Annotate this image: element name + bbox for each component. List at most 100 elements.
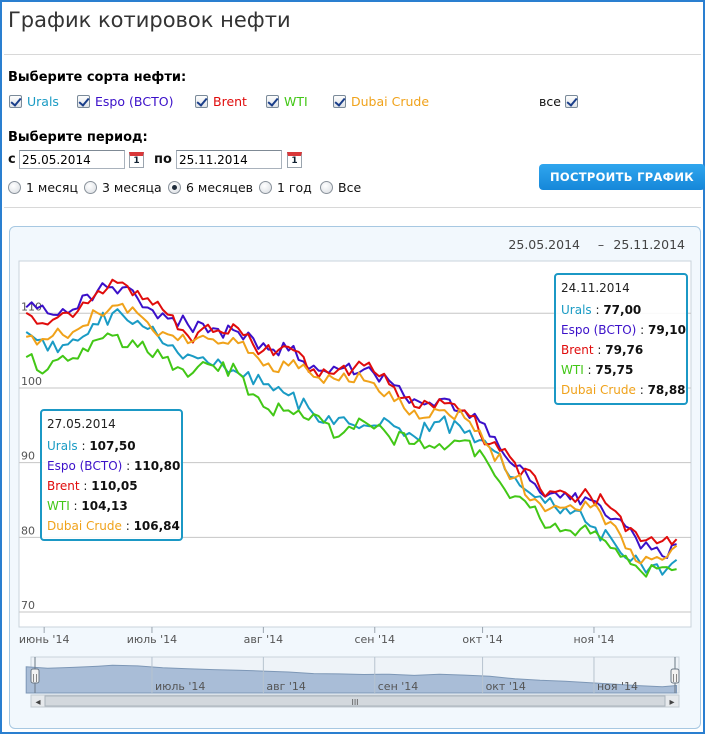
period-option-label: 1 месяц xyxy=(26,179,78,195)
grade-checkbox-urals[interactable]: Urals xyxy=(9,93,59,109)
tooltip-row: WTI : 75,75 xyxy=(561,363,633,377)
checkbox-checked-icon[interactable] xyxy=(195,94,208,108)
tooltip-series-name: Espo (ВСТО) xyxy=(561,323,636,337)
tooltip-row: WTI : 104,13 xyxy=(47,499,128,513)
calendar-icon[interactable]: 1 xyxy=(287,152,302,168)
tooltip-value: 106,84 xyxy=(134,519,180,533)
tooltip-row: Urals : 77,00 xyxy=(561,303,641,317)
series-line-3[interactable] xyxy=(25,278,678,546)
navigator-right-handle[interactable] xyxy=(670,668,680,684)
tooltip-separator: : xyxy=(584,363,596,377)
grade-label: Dubai Crude xyxy=(351,93,430,109)
period-radio-5[interactable]: Все xyxy=(320,179,361,195)
checkbox-checked-icon[interactable] xyxy=(333,94,346,108)
tooltip-separator: : xyxy=(592,303,604,317)
x-tick-label: июль '14 xyxy=(127,633,177,646)
tooltip-row: Urals : 107,50 xyxy=(47,439,136,453)
tooltip-date: 24.11.2014 xyxy=(561,281,630,295)
grade-checkbox-wti[interactable]: WTI xyxy=(266,93,308,109)
radio-icon[interactable] xyxy=(168,180,181,194)
tooltip-value: 75,75 xyxy=(595,363,633,377)
period-radio-3[interactable]: 6 месяцев xyxy=(168,179,253,195)
navigator-tick-label: ноя '14 xyxy=(597,680,638,693)
grade-label: WTI xyxy=(284,93,308,109)
navigator-series xyxy=(25,664,678,694)
radio-icon[interactable] xyxy=(259,180,272,194)
tooltip-series-name: Brent xyxy=(561,343,594,357)
x-tick-label: авг '14 xyxy=(244,633,284,646)
tooltip-row: Brent : 110,05 xyxy=(47,479,138,493)
checkbox-checked-icon[interactable] xyxy=(9,94,22,108)
chart-panel: 25.05.2014 –25.11.2014 70 80 90 100 110 июнь '1… xyxy=(9,226,701,729)
period-option-label: 3 месяца xyxy=(102,179,162,195)
title-divider xyxy=(4,54,701,55)
x-tick-label: окт '14 xyxy=(462,633,502,646)
tooltip-series-name: Dubai Crude xyxy=(561,383,636,397)
x-tick-label: ноя '14 xyxy=(573,633,614,646)
scrollbar-thumb[interactable] xyxy=(44,695,666,707)
radio-icon[interactable] xyxy=(8,180,21,194)
navigator-tick-label: сен '14 xyxy=(378,680,419,693)
tooltip-value: 79,10 xyxy=(648,323,686,337)
select-all-label: все xyxy=(539,93,561,109)
select-all-checkbox[interactable]: все xyxy=(539,93,583,109)
tooltip-series-name: WTI xyxy=(561,363,584,377)
to-label: по xyxy=(154,152,172,167)
form-divider xyxy=(4,207,701,208)
grade-checkbox-espo[interactable]: Espo (ВСТО) xyxy=(77,93,174,109)
grip-icon: || xyxy=(672,673,677,682)
grades-label: Выберите сорта нефти: xyxy=(8,70,187,85)
x-tick-label: июнь '14 xyxy=(19,633,70,646)
radio-icon[interactable] xyxy=(84,180,97,194)
range-separator: – xyxy=(598,237,604,252)
tooltip-value: 104,13 xyxy=(81,499,127,513)
tooltip-separator: : xyxy=(122,459,134,473)
arrow-right-icon[interactable]: ▸ xyxy=(669,697,674,708)
tooltip-series-name: Urals xyxy=(561,303,592,317)
tooltip-row: Espo (ВСТО) : 110,80 xyxy=(47,459,180,473)
checkbox-checked-icon[interactable] xyxy=(266,94,279,108)
price-chart[interactable]: 25.05.2014 –25.11.2014 70 80 90 100 110 июнь '1… xyxy=(10,227,700,728)
series-line-1[interactable] xyxy=(25,308,678,576)
checkbox-checked-icon[interactable] xyxy=(564,94,578,108)
grade-label: Espo (ВСТО) xyxy=(95,93,174,109)
navigator-tick-label: июль '14 xyxy=(155,680,205,693)
tooltip-separator: : xyxy=(636,323,648,337)
grade-checkbox-brent[interactable]: Brent xyxy=(195,93,247,109)
grade-label: Brent xyxy=(213,93,247,109)
grade-checkbox-dubai[interactable]: Dubai Crude xyxy=(333,93,429,109)
tooltip-date: 27.05.2014 xyxy=(47,417,116,431)
build-chart-button[interactable]: ПОСТРОИТЬ ГРАФИК xyxy=(539,164,705,190)
series-line-4[interactable] xyxy=(25,332,677,578)
tooltip-separator: : xyxy=(80,479,92,493)
radio-icon[interactable] xyxy=(320,180,333,194)
tooltip-series-name: Urals xyxy=(47,439,78,453)
calendar-icon[interactable]: 1 xyxy=(129,152,144,168)
series-line-5[interactable] xyxy=(25,302,678,565)
period-option-label: 6 месяцев xyxy=(186,179,254,195)
to-date-input[interactable] xyxy=(176,150,282,169)
period-radio-1[interactable]: 1 месяц xyxy=(8,179,78,195)
period-option-label: 1 год xyxy=(277,179,312,195)
range-from-date: 25.05.2014 xyxy=(508,237,580,252)
tooltip-separator: : xyxy=(594,343,606,357)
tooltip-separator: : xyxy=(78,439,90,453)
tooltip-separator: : xyxy=(70,499,82,513)
checkbox-checked-icon[interactable] xyxy=(77,94,90,108)
period-radio-2[interactable]: 3 месяца xyxy=(84,179,162,195)
y-tick-label: 80 xyxy=(21,524,35,537)
period-radio-4[interactable]: 1 год xyxy=(259,179,312,195)
tooltip-series-name: Espo (ВСТО) xyxy=(47,459,122,473)
x-tick-label: сен '14 xyxy=(354,633,395,646)
period-label: Выберите период: xyxy=(8,130,148,145)
y-tick-label: 100 xyxy=(21,375,42,388)
tooltip-row: Brent : 79,76 xyxy=(561,343,643,357)
tooltip-series-name: Dubai Crude xyxy=(47,519,122,533)
tooltip-value: 77,00 xyxy=(603,303,641,317)
tooltip-box xyxy=(554,273,688,405)
navigator-left-handle[interactable] xyxy=(30,668,40,684)
tooltip-value: 107,50 xyxy=(89,439,135,453)
from-date-input[interactable] xyxy=(19,150,125,169)
arrow-left-icon[interactable]: ◂ xyxy=(35,697,40,708)
